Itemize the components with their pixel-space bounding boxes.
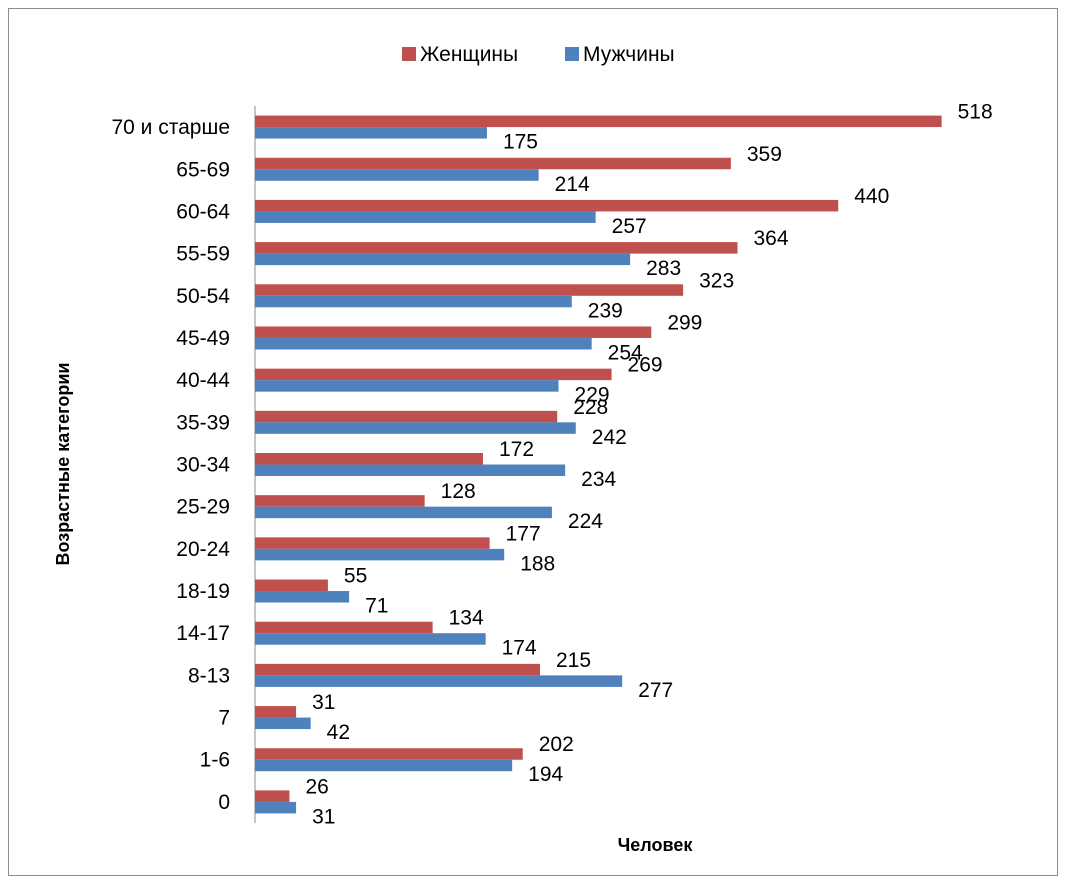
- data-label-women: 134: [449, 607, 484, 630]
- data-label-men: 188: [520, 552, 555, 575]
- category-label: 0: [218, 791, 230, 814]
- data-label-men: 234: [581, 468, 616, 491]
- data-label-women: 31: [312, 691, 335, 714]
- category-label: 40-44: [176, 369, 230, 392]
- data-label-women: 269: [628, 354, 663, 377]
- category-label: 8-13: [188, 664, 230, 687]
- category-label: 65-69: [176, 158, 230, 181]
- bar-women: [255, 326, 652, 338]
- category-label: 14-17: [176, 622, 230, 645]
- data-label-women: 299: [667, 311, 702, 334]
- bar-men: [255, 675, 623, 687]
- category-label: 55-59: [176, 243, 230, 266]
- x-axis-title: Человек: [618, 835, 694, 855]
- category-label: 60-64: [176, 200, 230, 223]
- legend-label-women: Женщины: [420, 43, 518, 66]
- bar-men: [255, 801, 297, 814]
- bar-men: [255, 759, 513, 772]
- data-label-men: 229: [575, 384, 610, 407]
- chart-area: Женщины Мужчины 0 1-6 7 8-13 14-17 18-19 20-24…: [8, 8, 1058, 876]
- data-label-men: 214: [555, 173, 590, 196]
- data-label-women: 202: [539, 733, 574, 756]
- data-label-men: 277: [638, 679, 673, 702]
- chart-svg: Женщины Мужчины 0 1-6 7 8-13 14-17 18-19 20-24…: [53, 43, 993, 855]
- data-label-women: 177: [506, 522, 541, 545]
- legend-label-men: Мужчины: [583, 43, 675, 66]
- legend: Женщины Мужчины: [402, 43, 675, 66]
- data-label-women: 518: [958, 101, 993, 124]
- category-label: 7: [218, 707, 230, 730]
- bar-women: [255, 663, 540, 676]
- data-label-men: 242: [592, 426, 627, 449]
- data-label-men: 283: [646, 257, 681, 280]
- data-label-women: 359: [747, 143, 782, 166]
- category-labels: 0 1-6 7 8-13 14-17 18-19 20-24 25-29 30-34 35-39 4…: [111, 116, 230, 814]
- data-labels: 26 31 202 194 31 42 215 277 134 174 55 71 177 188 128 2…: [305, 101, 992, 829]
- legend-swatch-men: [565, 47, 579, 61]
- bar-women: [255, 284, 684, 296]
- data-label-men: 71: [365, 595, 388, 618]
- data-label-women: 228: [573, 396, 608, 419]
- bar-men: [255, 548, 505, 561]
- data-label-men: 194: [528, 763, 563, 786]
- category-label: 35-39: [176, 411, 230, 434]
- data-label-women: 323: [699, 269, 734, 292]
- bar-women: [255, 706, 297, 718]
- bar-men: [255, 295, 572, 308]
- category-label: 18-19: [176, 580, 230, 603]
- bar-women: [255, 790, 290, 802]
- data-label-women: 128: [441, 480, 476, 503]
- bar-men: [255, 717, 311, 730]
- bar-men: [255, 211, 596, 223]
- bar-women: [255, 242, 738, 254]
- category-label: 50-54: [176, 285, 230, 308]
- data-label-men: 224: [568, 510, 603, 533]
- bar-women: [255, 537, 490, 549]
- category-label: 70 и старше: [111, 116, 230, 139]
- data-label-men: 257: [612, 215, 647, 238]
- category-label: 20-24: [176, 538, 230, 561]
- bar-women: [255, 495, 425, 507]
- bar-men: [255, 169, 539, 181]
- bar-men: [255, 464, 566, 476]
- category-label: 30-34: [176, 454, 230, 477]
- data-label-women: 26: [305, 775, 328, 798]
- data-label-men: 31: [312, 805, 335, 828]
- bar-men: [255, 633, 486, 645]
- category-label: 45-49: [176, 327, 230, 350]
- data-label-women: 215: [556, 649, 591, 672]
- bar-women: [255, 579, 328, 592]
- bar-men: [255, 253, 631, 266]
- bar-men: [255, 591, 350, 603]
- bars-group: [255, 115, 942, 814]
- bar-women: [255, 115, 942, 128]
- data-label-men: 42: [327, 721, 350, 744]
- legend-swatch-women: [402, 47, 416, 61]
- bar-women: [255, 748, 523, 760]
- category-label: 1-6: [200, 749, 230, 772]
- bar-men: [255, 422, 576, 434]
- bar-women: [255, 157, 731, 170]
- data-label-women: 172: [499, 438, 534, 461]
- bar-men: [255, 506, 552, 519]
- data-label-men: 239: [588, 299, 623, 322]
- y-axis-title: Возрастные категории: [53, 362, 73, 565]
- bar-men: [255, 337, 592, 350]
- data-label-women: 55: [344, 565, 367, 588]
- bar-women: [255, 368, 612, 381]
- category-label: 25-29: [176, 496, 230, 519]
- data-label-women: 440: [854, 185, 889, 208]
- data-label-women: 364: [753, 227, 788, 250]
- data-label-men: 175: [503, 131, 538, 154]
- bar-men: [255, 127, 487, 139]
- data-label-men: 254: [608, 341, 643, 364]
- bar-men: [255, 380, 559, 392]
- bar-women: [255, 621, 433, 634]
- bar-women: [255, 199, 839, 212]
- bar-women: [255, 453, 483, 465]
- data-label-men: 174: [502, 637, 537, 660]
- bar-women: [255, 410, 558, 423]
